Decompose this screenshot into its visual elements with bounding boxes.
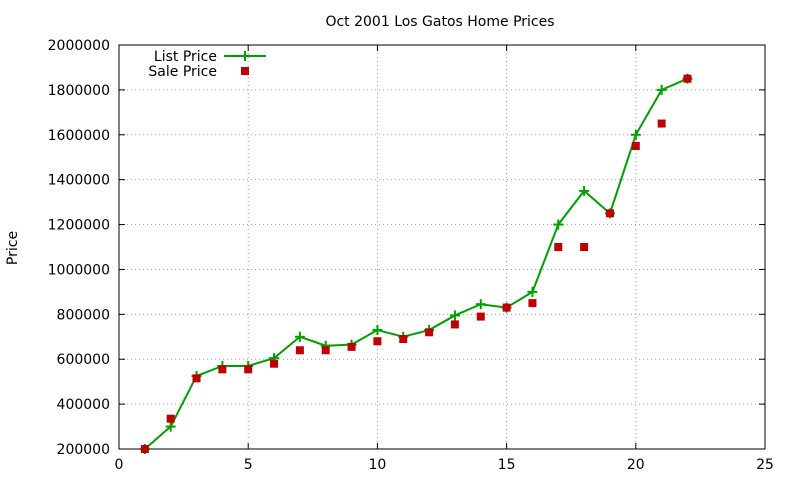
sale-price-point: [192, 374, 201, 383]
sale-price-point: [321, 346, 330, 355]
sale-price-point: [657, 119, 666, 128]
y-axis-label: Price: [5, 231, 21, 265]
list-price-point: [553, 219, 564, 230]
sale-price-point: [270, 359, 279, 368]
y-tick-label: 2000000: [48, 38, 110, 54]
y-tick-label: 600000: [57, 352, 110, 368]
legend-swatch-marker: [240, 51, 250, 61]
sale-price-point: [295, 346, 304, 355]
plot-frame: [118, 44, 766, 450]
list-price-point: [372, 325, 383, 336]
x-tick-label: 0: [115, 457, 124, 473]
list-price-point: [630, 129, 641, 140]
sale-price-point: [631, 142, 640, 150]
chart-title: Oct 2001 Los Gatos Home Prices: [325, 14, 554, 30]
data-series: [139, 73, 693, 454]
x-tick-label: 15: [498, 457, 516, 473]
list-price-point: [165, 421, 176, 432]
y-tick-label: 1600000: [48, 128, 110, 144]
y-tick-label: 1800000: [48, 83, 110, 99]
sale-price-point: [347, 342, 356, 351]
sale-price-point: [244, 365, 253, 374]
series-sale-price: [140, 74, 692, 453]
list-price-point: [527, 286, 538, 297]
y-tick-label: 400000: [57, 397, 110, 413]
sale-price-point: [605, 209, 614, 218]
list-price-line: [144, 77, 688, 450]
y-tick-label: 1000000: [48, 262, 110, 278]
sale-price-point: [140, 445, 149, 453]
y-tick-label: 200000: [57, 442, 110, 458]
sale-price-point: [554, 243, 563, 251]
grid-lines: [119, 45, 765, 449]
x-tick-label: 25: [756, 457, 774, 473]
sale-price-point: [218, 365, 227, 374]
sale-price-point: [166, 414, 175, 423]
list-price-point: [579, 185, 590, 196]
sale-price-point: [450, 320, 459, 329]
series-list-price: [139, 73, 693, 454]
y-tick-label: 1400000: [48, 173, 110, 189]
sale-price-point: [580, 243, 589, 251]
sale-price-point: [683, 74, 692, 83]
list-price-point: [475, 299, 486, 310]
x-tick-label: 10: [368, 457, 386, 473]
sale-price-point: [502, 303, 511, 312]
sale-price-point: [425, 328, 434, 337]
list-price-point: [449, 310, 460, 321]
sale-price-point: [399, 335, 408, 344]
x-tick-label: 5: [244, 457, 253, 473]
legend-swatch-marker: [241, 67, 249, 75]
axis-ticks: 0 5 10 15 20 25 200000 400000 600000 800000 100000…: [48, 38, 774, 473]
y-tick-label: 800000: [57, 307, 110, 323]
sale-price-point: [528, 299, 537, 308]
list-price-point: [656, 84, 667, 95]
x-tick-label: 20: [627, 457, 645, 473]
sale-price-point: [373, 337, 382, 346]
sale-price-point: [476, 312, 485, 321]
legend-label: List Price: [154, 49, 217, 65]
legend-label: Sale Price: [148, 64, 217, 80]
y-tick-label: 1200000: [48, 218, 110, 234]
list-price-point: [294, 331, 305, 342]
